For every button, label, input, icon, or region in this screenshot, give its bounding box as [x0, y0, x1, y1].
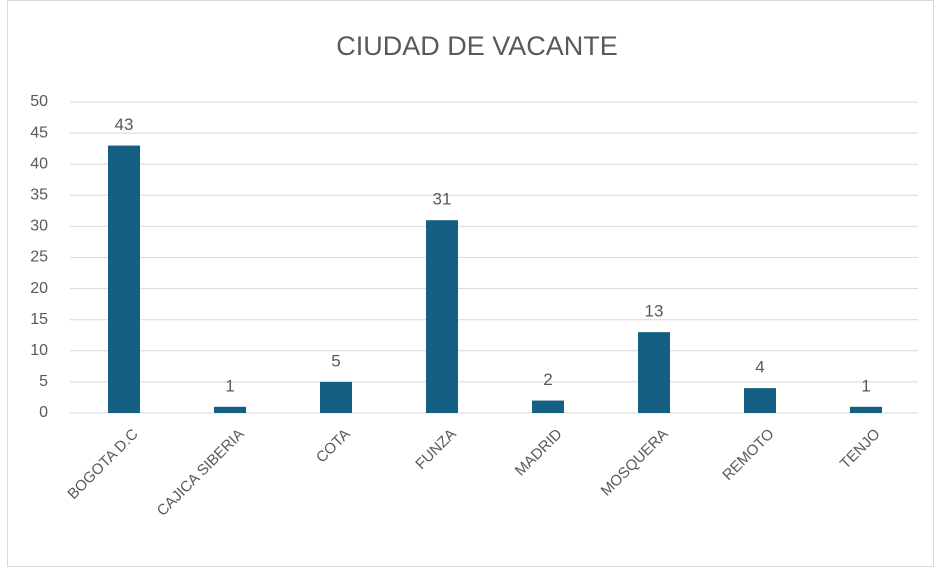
- bar: [744, 388, 776, 413]
- data-label: 13: [645, 302, 664, 321]
- data-label: 31: [433, 190, 452, 209]
- data-label: 43: [115, 115, 134, 134]
- y-tick-label: 5: [39, 373, 48, 390]
- data-label: 2: [543, 370, 552, 389]
- bar: [108, 145, 140, 414]
- bar: [214, 406, 246, 413]
- bar: [638, 332, 670, 413]
- y-tick-label: 25: [30, 249, 48, 266]
- y-tick-label: 45: [30, 124, 48, 141]
- bar: [320, 381, 352, 413]
- y-tick-label: 0: [39, 404, 48, 421]
- chart-title: CIUDAD DE VACANTE: [336, 31, 618, 61]
- y-tick-label: 30: [30, 218, 48, 235]
- bar: [850, 406, 882, 413]
- y-tick-label: 35: [30, 187, 48, 204]
- y-tick-label: 40: [30, 155, 48, 172]
- bar: [426, 220, 458, 413]
- data-label: 4: [755, 358, 764, 377]
- bar: [532, 400, 564, 413]
- y-tick-label: 10: [30, 342, 48, 359]
- data-label: 5: [331, 351, 340, 370]
- y-tick-label: 20: [30, 280, 48, 297]
- y-tick-label: 50: [30, 93, 48, 110]
- data-label: 1: [225, 376, 234, 395]
- data-label: 1: [861, 376, 870, 395]
- y-tick-label: 15: [30, 311, 48, 328]
- chart-frame: [7, 0, 934, 567]
